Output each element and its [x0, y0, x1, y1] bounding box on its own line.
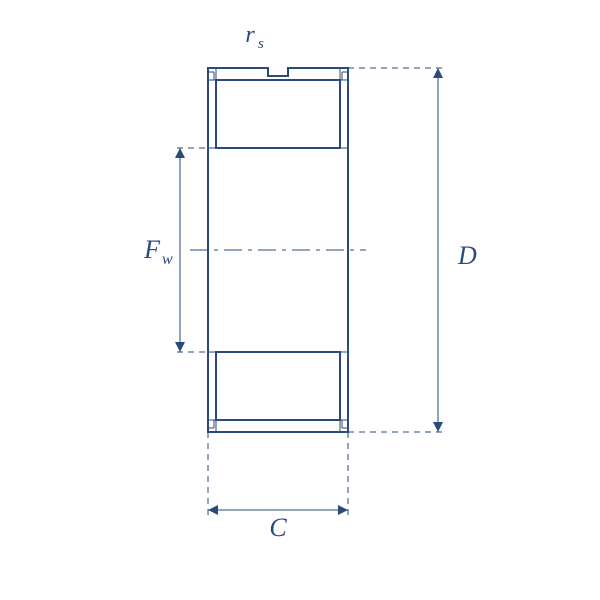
label-Fw: F	[143, 235, 161, 264]
label-D: D	[457, 241, 477, 270]
bearing-cross-section-diagram: Fw D Crs	[0, 0, 600, 600]
label-C: C	[269, 513, 287, 542]
svg-text:w: w	[162, 251, 173, 268]
label-rs: r	[245, 22, 255, 48]
svg-text:s: s	[258, 36, 264, 52]
